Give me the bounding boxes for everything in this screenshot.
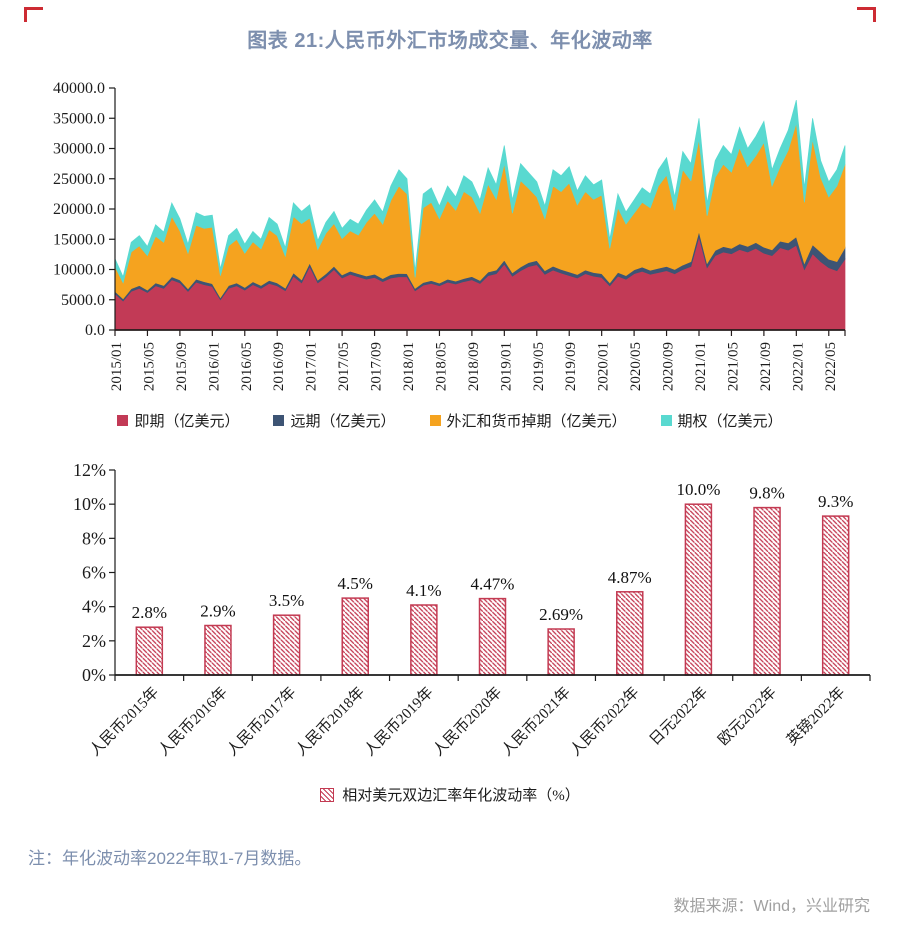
- volatility-bar: [753, 506, 781, 676]
- x-tick-label: 2017/05: [336, 342, 352, 391]
- x-tick-label: 2020/09: [661, 342, 677, 391]
- x-tick-label: 2020/01: [596, 342, 612, 391]
- bar-value-label: 10.0%: [676, 480, 720, 499]
- x-category-label: 人民币2017年: [224, 684, 300, 760]
- x-tick-label: 2021/01: [693, 342, 709, 391]
- x-tick-label: 2015/01: [109, 342, 125, 391]
- legend-label: 远期（亿美元）: [290, 414, 396, 430]
- volatility-bar: [616, 591, 644, 676]
- legend-label: 期权（亿美元）: [677, 414, 783, 430]
- corner-mark-left-icon: [24, 7, 43, 22]
- volume-area-chart: 0.0 5000.0 10000.0 15000.0 20000.0 25000.0 300…: [53, 80, 846, 391]
- volatility-bar: [684, 503, 713, 676]
- legend-swatch-icon: [429, 415, 441, 426]
- hatched-legend-swatch-icon: [320, 787, 335, 802]
- x-category-label: 英镑2022年: [783, 683, 849, 749]
- x-tick-label: 2020/05: [628, 342, 644, 391]
- x-tick-label: 2017/09: [369, 342, 385, 391]
- x-tick-label: 2015/09: [174, 342, 190, 391]
- bar-value-label: 4.1%: [406, 581, 441, 600]
- bar-value-label: 4.47%: [471, 575, 515, 594]
- x-category-label: 人民币2018年: [292, 684, 368, 760]
- bar-value-label: 4.5%: [338, 574, 373, 593]
- legend-item: 远期（亿美元）: [273, 410, 396, 431]
- volatility-bar: [341, 597, 369, 676]
- bar-value-label: 2.9%: [200, 601, 235, 620]
- y-tick-label: 30000.0: [53, 141, 105, 158]
- x-category-label: 人民币2019年: [361, 684, 437, 760]
- x-category-label: 欧元2022年: [715, 684, 780, 749]
- x-tick-label: 2022/05: [823, 342, 839, 391]
- legend-label: 外汇和货币掉期（亿美元）: [446, 414, 627, 430]
- x-category-label: 人民币2020年: [430, 684, 506, 760]
- x-category-label: 人民币2016年: [155, 684, 231, 760]
- y-tick-label: 10%: [73, 494, 106, 514]
- x-tick-label: 2016/01: [206, 342, 222, 391]
- y-tick-label: 8%: [82, 528, 106, 548]
- y-tick-label: 15000.0: [53, 231, 105, 248]
- volatility-bar: [410, 604, 438, 676]
- y-tick-label: 20000.0: [53, 201, 105, 218]
- x-tick-label: 2019/05: [531, 342, 547, 391]
- y-tick-label: 5000.0: [61, 292, 105, 309]
- x-tick-label: 2018/09: [466, 342, 482, 391]
- legend-item: 外汇和货币掉期（亿美元）: [429, 410, 627, 431]
- x-tick-label: 2016/05: [239, 342, 255, 391]
- x-category-label: 人民币2015年: [86, 684, 162, 760]
- x-category-label: 日元2022年: [646, 684, 711, 749]
- legend-item: 期权（亿美元）: [660, 410, 783, 431]
- volatility-bar: [821, 515, 850, 676]
- data-source: 数据来源：Wind，兴业研究: [673, 898, 870, 915]
- volatility-bar: [204, 624, 232, 676]
- y-tick-label: 0%: [82, 665, 106, 685]
- x-tick-label: 2015/05: [141, 342, 157, 391]
- legend-swatch-icon: [117, 415, 129, 426]
- y-tick-label: 2%: [82, 631, 106, 651]
- volatility-bar: [478, 597, 507, 676]
- x-tick-label: 2021/05: [725, 342, 741, 391]
- x-tick-label: 2019/09: [563, 342, 579, 391]
- corner-mark-right-icon: [857, 7, 876, 22]
- x-category-label: 人民币2022年: [567, 684, 643, 760]
- x-tick-label: 2022/01: [790, 342, 806, 391]
- x-tick-label: 2018/05: [433, 342, 449, 391]
- x-tick-label: 2018/01: [401, 342, 417, 391]
- bar-value-label: 9.3%: [818, 492, 853, 511]
- bar-value-label: 3.5%: [269, 591, 304, 610]
- x-tick-label: 2019/01: [498, 342, 514, 391]
- y-tick-label: 4%: [82, 597, 106, 617]
- y-tick-label: 0.0: [85, 322, 105, 339]
- legend-swatch-icon: [273, 415, 285, 426]
- bar-value-label: 4.87%: [608, 568, 652, 587]
- volatility-bar-chart: 2.8% 人民币2015年 2.9% 人民币2016年 3.5% 人民币2017年 4.5%…: [73, 460, 871, 760]
- volatility-bar: [547, 628, 575, 676]
- volatility-bar: [135, 626, 164, 676]
- y-tick-label: 12%: [73, 460, 106, 480]
- y-tick-label: 40000.0: [53, 80, 105, 97]
- bar-value-label: 2.8%: [132, 603, 167, 622]
- legend-swatch-icon: [660, 415, 672, 426]
- x-tick-label: 2016/09: [271, 342, 287, 391]
- volatility-bar: [272, 614, 301, 676]
- legend-label: 即期（亿美元）: [134, 414, 240, 430]
- x-tick-label: 2017/01: [304, 342, 320, 391]
- x-tick-label: 2021/09: [758, 342, 774, 391]
- x-category-label: 人民币2021年: [498, 684, 574, 760]
- volatility-chart-legend: 相对美元双边汇率年化波动率（%）: [0, 784, 900, 805]
- volatility-legend-label: 相对美元双边汇率年化波动率（%）: [342, 788, 580, 804]
- bar-value-label: 9.8%: [749, 484, 784, 503]
- figure-note: 注：年化波动率2022年取1-7月数据。: [28, 849, 312, 868]
- y-tick-label: 25000.0: [53, 171, 105, 188]
- volume-chart-legend: 即期（亿美元） 远期（亿美元） 外汇和货币掉期（亿美元） 期权（亿美元）: [0, 410, 900, 431]
- y-tick-label: 6%: [82, 563, 106, 583]
- y-tick-label: 35000.0: [53, 110, 105, 127]
- figure-title: 图表 21:人民币外汇市场成交量、年化波动率: [247, 30, 653, 52]
- y-tick-label: 10000.0: [53, 262, 105, 279]
- legend-item: 即期（亿美元）: [117, 410, 239, 431]
- bar-value-label: 2.69%: [539, 605, 583, 624]
- area-series-3: [114, 100, 846, 284]
